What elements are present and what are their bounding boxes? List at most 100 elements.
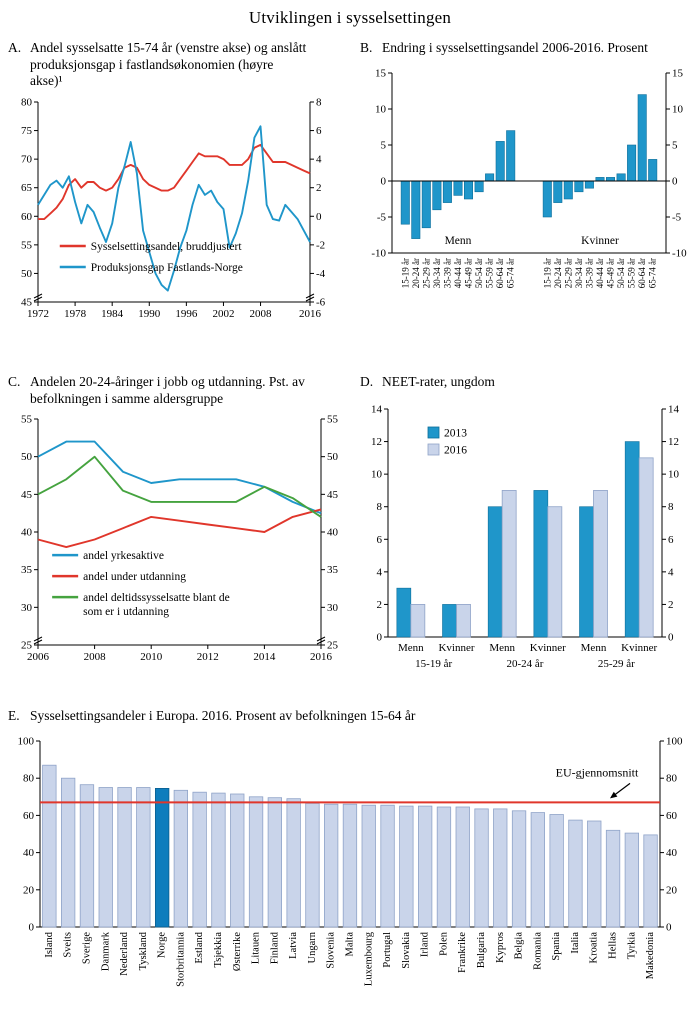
chart-label: 75 (21, 125, 33, 137)
chart-label: 35 (327, 565, 339, 577)
chart-label: -10 (672, 247, 687, 259)
panel-a-title: Andel sysselsatte 15-74 år (venstre akse… (30, 40, 307, 89)
panel-a-heading: A. Andel sysselsatte 15-74 år (venstre a… (8, 40, 352, 90)
bar-2016 (410, 603, 426, 638)
chart-label: 45 (21, 489, 33, 501)
chart-label: 10 (371, 468, 383, 480)
category-label: Hellas (608, 932, 619, 959)
chart-label: -4 (316, 268, 326, 280)
chart-line (33, 637, 43, 642)
chart-label: 20 (23, 884, 35, 896)
chart-label: 35 (21, 565, 33, 577)
chart-label: Menn (445, 235, 472, 247)
chart-label: 12 (371, 436, 382, 448)
bar (584, 180, 594, 189)
chart-label: 2016 (310, 651, 333, 663)
category-label: Estland (194, 931, 205, 963)
bar (61, 777, 76, 928)
category-label: Norge (157, 931, 168, 957)
chart-label: 0 (668, 631, 674, 643)
chart-label: 80 (23, 772, 35, 784)
chart-label: 25 (21, 640, 33, 652)
chart-line (305, 296, 315, 302)
chart-label: 4 (668, 566, 674, 578)
bar (421, 180, 431, 228)
chart-label: Kvinner (621, 642, 657, 654)
category-label: Romania (532, 931, 543, 969)
bar (173, 789, 189, 928)
chart-label: -10 (371, 247, 386, 259)
chart-label: 0 (377, 631, 383, 643)
chart-label: Menn (489, 642, 515, 654)
panel-e-title: Sysselsettingsandeler i Europa. 2016. Pr… (30, 708, 416, 723)
bar (267, 797, 283, 928)
category-label: 55-59 år (627, 258, 637, 288)
chart-label: 100 (18, 735, 35, 747)
panel-d-letter: D. (360, 374, 374, 389)
chart-label: Kvinner (581, 235, 619, 247)
bar (400, 180, 410, 225)
chart-label: -5 (377, 211, 387, 223)
bar-2016 (593, 489, 608, 638)
chart-label: 4 (316, 154, 322, 166)
chart-label: 65 (21, 182, 33, 194)
bar (511, 810, 527, 928)
bar (399, 805, 414, 928)
chart-label: 2008 (250, 308, 273, 320)
category-label: Tyskland (138, 931, 149, 970)
chart-label: 8 (377, 501, 383, 513)
chart-label: 2010 (140, 651, 163, 663)
bar (595, 176, 605, 182)
bar (136, 786, 151, 928)
panel-a-letter: A. (8, 40, 22, 55)
category-label: Slovenia (326, 931, 337, 968)
chart-label: 1972 (27, 308, 49, 320)
bar (455, 806, 470, 928)
panel-b-heading: B. Endring i sysselsettingsandel 2006-20… (360, 40, 694, 57)
chart-label: 80 (666, 772, 678, 784)
chart-label: 30 (327, 602, 339, 614)
chart-label: 40 (21, 527, 33, 539)
chart-label: 10 (668, 468, 680, 480)
bar (342, 803, 358, 928)
bar (79, 784, 95, 928)
category-label: 50-54 år (474, 258, 484, 288)
category-label: Tsjekkia (213, 931, 224, 967)
category-label: Irland (420, 931, 431, 957)
bar (616, 173, 626, 182)
category-label: 40-44 år (595, 258, 605, 288)
category-label: Østerrike (232, 931, 243, 970)
panel-d-title: NEET-rater, ungdom (382, 374, 495, 389)
chart-label: 1978 (64, 308, 87, 320)
bar (42, 764, 57, 928)
bar (98, 786, 113, 928)
chart-label: 8 (668, 501, 674, 513)
chart-line (316, 640, 326, 645)
category-label: Frankrike (457, 931, 468, 972)
category-label: 35-39 år (584, 258, 594, 288)
bar (637, 94, 647, 182)
category-label: Storbritannia (175, 931, 186, 986)
bar (605, 829, 621, 928)
bar (117, 786, 132, 928)
bar (436, 806, 452, 928)
category-label: Malta (345, 931, 356, 956)
bar (627, 144, 637, 182)
chart-label: 70 (21, 154, 33, 166)
category-label: 15-19 år (542, 258, 552, 288)
chart-label: 5 (381, 139, 387, 151)
category-label: 45-49 år (606, 258, 616, 288)
category-label: Danmark (100, 931, 111, 971)
category-label: 30-34 år (574, 258, 584, 288)
category-label: Tyrkia (626, 931, 637, 959)
bar (323, 803, 339, 928)
chart-c-line-chart: 25 30 35 40 45 50 55 25 30 35 40 45 50 55 2006 2008 2010… (21, 414, 339, 664)
bar-2016 (456, 603, 471, 638)
chart-label: 15 (375, 67, 387, 79)
chart-line (305, 293, 315, 299)
chart-label: 0 (29, 921, 35, 933)
bar (495, 140, 505, 182)
bar (624, 832, 639, 928)
chart-label: 2008 (84, 651, 107, 663)
chart-label: -6 (316, 297, 326, 309)
